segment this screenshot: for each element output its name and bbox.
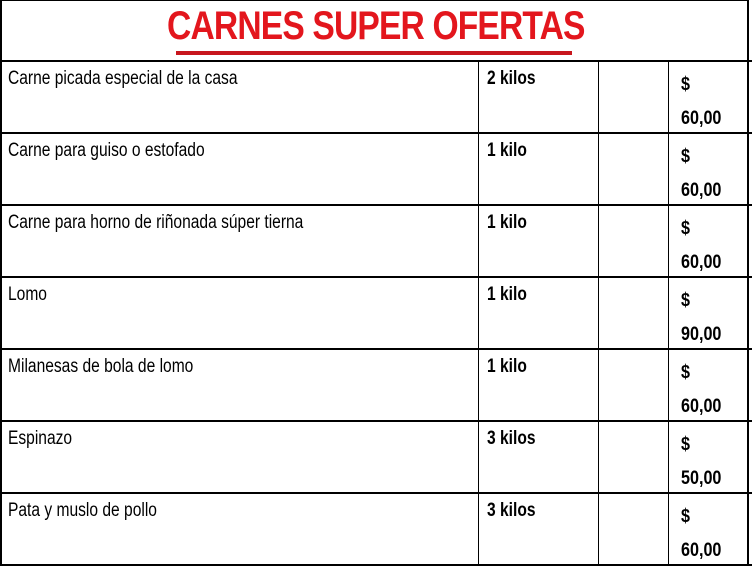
price-value: 60,00 [681,540,722,561]
currency-symbol: $ [681,290,690,311]
quantity: 1 kilo [487,284,527,305]
product-name: Lomo [8,284,47,305]
quantity-cell: 1 kilo [479,134,599,204]
empty-cell [599,422,669,492]
price-value: 50,00 [681,468,722,489]
price-cell: $60,00 [681,140,721,208]
product-cell: Carne para guiso o estofado [0,134,479,204]
price-cell: $90,00 [681,284,721,352]
currency-symbol: $ [681,218,690,239]
currency-symbol: $ [681,74,690,95]
empty-cell [599,62,669,132]
product-name: Espinazo [8,428,73,449]
currency-symbol: $ [681,506,690,527]
quantity-cell: 3 kilos [479,494,599,564]
product-name: Carne para horno de riñonada súper tiern… [8,212,304,233]
price-cell: $60,00 [681,500,721,568]
price-cell: $50,00 [681,428,721,496]
quantity-cell: 1 kilo [479,350,599,420]
currency-symbol: $ [681,434,690,455]
currency-symbol: $ [681,146,690,167]
empty-cell [599,206,669,276]
quantity-cell: 3 kilos [479,422,599,492]
title-header: CARNES SUPER OFERTAS [0,0,752,62]
price-value: 60,00 [681,180,722,201]
product-name: Carne picada especial de la casa [8,68,238,89]
price-value: 60,00 [681,396,722,417]
product-name: Milanesas de bola de lomo [8,356,194,377]
price-value: 90,00 [681,324,722,345]
table-row: Carne picada especial de la casa 2 kilos $… [0,62,752,134]
price-cell: $60,00 [681,356,721,424]
empty-cell [599,350,669,420]
empty-cell [599,134,669,204]
table-row: Milanesas de bola de lomo 1 kilo $60,00 [0,350,752,422]
quantity-cell: 1 kilo [479,206,599,276]
product-cell: Espinazo [0,422,479,492]
quantity: 3 kilos [487,428,536,449]
product-name: Pata y muslo de pollo [8,500,157,521]
quantity-cell: 2 kilos [479,62,599,132]
quantity: 1 kilo [487,356,527,377]
page-title: CARNES SUPER OFERTAS [167,4,585,48]
quantity: 2 kilos [487,68,536,89]
empty-cell [599,278,669,348]
product-cell: Milanesas de bola de lomo [0,350,479,420]
product-cell: Pata y muslo de pollo [0,494,479,564]
quantity: 1 kilo [487,212,527,233]
price-cell: $60,00 [681,68,721,136]
table-row: Carne para horno de riñonada súper tiern… [0,206,752,278]
price-cell: $60,00 [681,212,721,280]
product-cell: Lomo [0,278,479,348]
quantity-cell: 1 kilo [479,278,599,348]
table-row: Carne para guiso o estofado 1 kilo $60,00 [0,134,752,206]
product-name: Carne para guiso o estofado [8,140,205,161]
price-value: 60,00 [681,108,722,129]
currency-symbol: $ [681,362,690,383]
title-underline [176,51,572,55]
quantity: 3 kilos [487,500,536,521]
table-row: Lomo 1 kilo $90,00 [0,278,752,350]
price-value: 60,00 [681,252,722,273]
empty-cell [599,494,669,564]
product-cell: Carne para horno de riñonada súper tiern… [0,206,479,276]
table-row: Espinazo 3 kilos $50,00 [0,422,752,494]
product-cell: Carne picada especial de la casa [0,62,479,132]
table-row: Pata y muslo de pollo 3 kilos $60,00 [0,494,752,566]
quantity: 1 kilo [487,140,527,161]
